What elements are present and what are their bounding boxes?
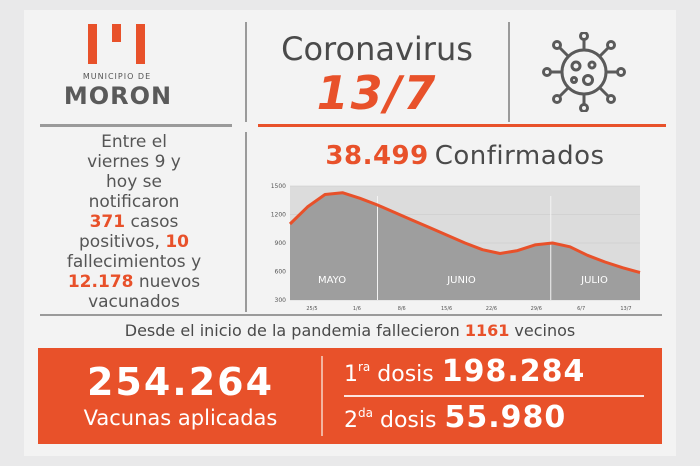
- dose-separator: [344, 395, 644, 397]
- body-divider: [245, 132, 247, 312]
- dose-2-value: 55.980: [444, 400, 567, 435]
- summary-line: viernes 9 y: [87, 152, 181, 172]
- new-cases-count: 371: [89, 212, 126, 232]
- x-tick-label: 25/5: [306, 306, 317, 312]
- summary-line: notificaron: [88, 192, 180, 212]
- cases-area-chart: 1500 1200 900 600 300 MAYO JUNIO JULIO 25/5 1/6 8/…: [271, 183, 641, 312]
- confirmed-label: Confirmados: [434, 141, 605, 171]
- y-tick-label: 300: [275, 297, 287, 304]
- summary-line: Entre el: [101, 132, 167, 152]
- x-tick-label: 22/6: [486, 306, 497, 312]
- moron-logo-mark: [88, 24, 145, 64]
- x-tick-label: 29/6: [531, 306, 542, 312]
- new-vaccinated-count: 12.178: [67, 272, 134, 292]
- pandemic-deaths: Desde el inicio de la pandemia fallecier…: [124, 321, 576, 340]
- summary-line: fallecimientos y: [66, 252, 202, 272]
- summary-line: 371 casos: [89, 212, 179, 232]
- x-tick-label: 6/7: [577, 306, 585, 312]
- header-date: 13/7: [316, 66, 438, 120]
- header-divider-right: [508, 22, 510, 122]
- y-tick-label: 900: [275, 240, 287, 247]
- series-line: [288, 191, 641, 274]
- summary-line: hoy se: [106, 172, 162, 192]
- logo-subtitle: MUNICIPIO DE: [82, 72, 152, 81]
- pandemic-deaths-number: 1161: [464, 321, 510, 340]
- left-rule: [40, 124, 232, 127]
- y-tick-label: 1200: [271, 212, 286, 219]
- vaccines-panel: 254.264 Vacunas aplicadas 1ra dosis 198.2…: [38, 348, 662, 444]
- confirmed-total: 38.499 Confirmados: [250, 141, 680, 171]
- header-divider-left: [245, 22, 247, 122]
- dose-1-row: 1ra dosis 198.284: [344, 354, 586, 389]
- month-label: JULIO: [580, 275, 608, 286]
- header-title: Coronavirus: [281, 30, 473, 68]
- month-label: JUNIO: [446, 275, 476, 286]
- weekly-summary: Entre el viernes 9 y hoy se notificaron …: [36, 132, 232, 312]
- vaccines-total-label: Vacunas aplicadas: [83, 406, 278, 430]
- summary-line: vacunados: [88, 292, 180, 312]
- dose-1-value: 198.284: [441, 354, 586, 389]
- dose-2-row: 2da dosis 55.980: [344, 400, 567, 435]
- x-tick-label: 1/6: [353, 306, 361, 312]
- summary-line: 12.178 nuevos: [67, 272, 201, 292]
- new-deaths-count: 10: [165, 232, 189, 252]
- month-label: MAYO: [318, 275, 346, 286]
- y-tick-label: 600: [275, 269, 287, 276]
- vaccines-divider: [321, 356, 323, 436]
- x-tick-label: 8/6: [398, 306, 406, 312]
- x-tick-label: 15/6: [441, 306, 452, 312]
- summary-line: positivos, 10: [79, 232, 189, 252]
- header-rule: [258, 124, 666, 127]
- logo-name: MORON: [63, 82, 173, 110]
- x-tick-label: 13/7: [620, 306, 631, 312]
- coronavirus-icon: [542, 32, 626, 112]
- vaccines-total: 254.264: [86, 360, 275, 404]
- confirmed-number: 38.499: [325, 141, 429, 171]
- y-tick-label: 1500: [271, 183, 286, 190]
- pandemic-rule: [40, 314, 662, 316]
